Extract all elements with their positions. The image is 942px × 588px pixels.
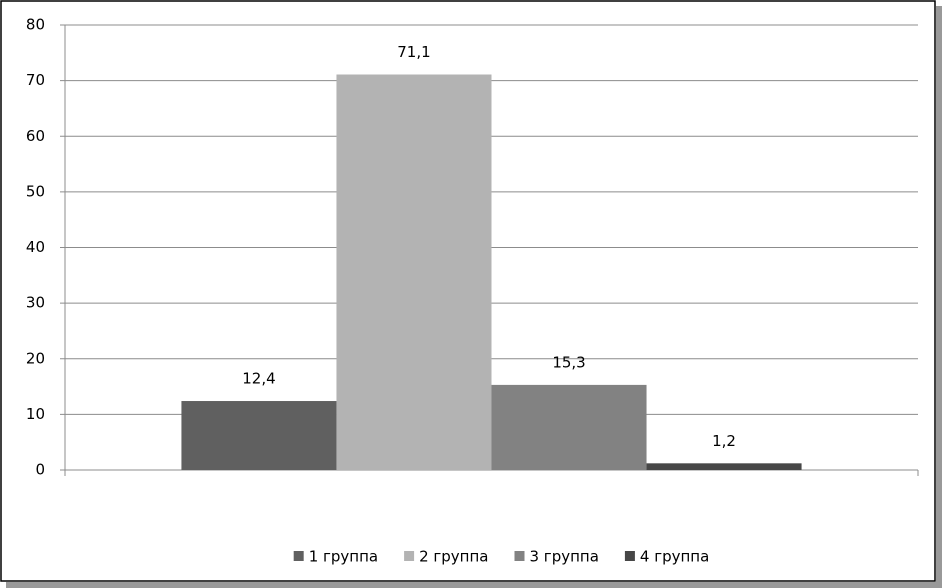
legend-swatch: [514, 551, 525, 561]
y-tick-label: 20: [26, 349, 45, 367]
data-label: 12,4: [242, 370, 275, 388]
y-tick-label: 10: [26, 405, 45, 423]
y-tick-label: 30: [26, 294, 45, 312]
data-label: 15,3: [552, 353, 585, 371]
bar: [336, 74, 492, 470]
legend-label: 1 группа: [309, 548, 378, 566]
frame-shadow: [936, 6, 942, 588]
y-tick-label: 50: [26, 182, 45, 200]
legend-label: 3 группа: [530, 548, 599, 566]
legend-swatch: [404, 551, 415, 561]
frame-shadow: [6, 582, 942, 588]
legend-swatch: [293, 551, 304, 561]
y-tick-label: 0: [35, 461, 45, 479]
legend-label: 2 группа: [419, 548, 488, 566]
y-tick-label: 70: [26, 71, 45, 89]
legend-label: 4 группа: [640, 548, 709, 566]
bar: [181, 401, 337, 470]
legend: 1 группа 2 группа 3 группа 4 группа: [293, 548, 709, 566]
bar: [491, 384, 647, 470]
bar: [646, 463, 802, 470]
y-tick-label: 60: [26, 127, 45, 145]
y-tick-label: 80: [26, 16, 45, 34]
data-label: 71,1: [397, 43, 430, 61]
y-tick-label: 40: [26, 238, 45, 256]
data-label: 1,2: [712, 432, 736, 450]
legend-swatch: [624, 551, 635, 561]
